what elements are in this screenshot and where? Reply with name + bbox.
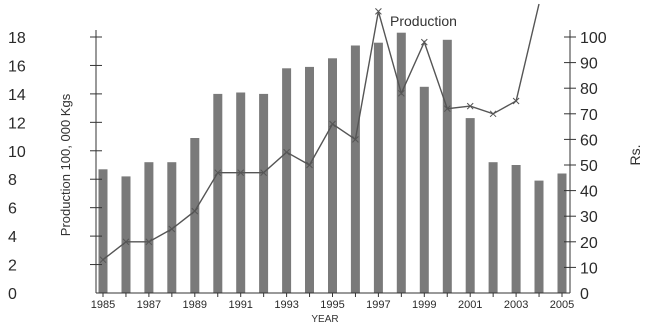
bar-1989	[190, 138, 200, 293]
y-tick-label-0: 0	[8, 286, 17, 303]
y2-tick-label-50: 50	[580, 158, 598, 175]
line-point-1996	[352, 136, 359, 143]
x-tick-label-2005: 2005	[550, 299, 574, 311]
bar-2003	[511, 165, 521, 293]
bar-1999	[419, 86, 429, 293]
y-tick-label-18: 18	[8, 30, 26, 47]
bar-2005	[557, 173, 567, 293]
bar-1988	[167, 162, 177, 293]
y-tick-label-2: 2	[8, 258, 17, 275]
x-axis-title: YEAR	[311, 314, 338, 325]
line-point-1994	[306, 161, 313, 169]
bar-group	[98, 32, 567, 294]
bar-2002	[488, 162, 498, 293]
bar-1985	[98, 169, 108, 293]
axes	[90, 30, 576, 297]
y-tick-label-14: 14	[8, 87, 26, 104]
line-point-1999	[420, 38, 428, 46]
y-axis-title: Production 100, 000 Kgs	[58, 93, 73, 236]
line-layer	[99, 3, 540, 264]
x-tick-label-1985: 1985	[91, 299, 115, 311]
bar-1993	[282, 68, 292, 293]
line-point-1995	[329, 120, 336, 128]
x-tick-label-1991: 1991	[228, 299, 252, 311]
tick-labels: 0 2 4 6 8 10 12 14 16 18 0 10 20 30 40 50 60 70 80 90 100 198…	[8, 30, 607, 311]
production-line	[102, 3, 540, 261]
x-tick-label-1999: 1999	[412, 299, 436, 311]
y2-axis-title: Rs.	[627, 145, 643, 166]
bar-2001	[465, 118, 475, 293]
bar-1992	[259, 93, 269, 294]
y2-tick-label-100: 100	[580, 30, 607, 47]
line-point-2001	[466, 102, 474, 110]
y-tick-label-10: 10	[8, 144, 26, 161]
line-point-1993	[283, 148, 290, 156]
bar-1995	[328, 58, 337, 293]
line-point-2002	[489, 110, 497, 118]
x-tick-label-1993: 1993	[274, 299, 298, 311]
line-point-1986	[122, 238, 130, 246]
line-point-1985	[99, 256, 107, 264]
y2-tick-label-70: 70	[580, 107, 598, 124]
y-tick-label-4: 4	[8, 229, 17, 246]
y2-tick-label-0: 0	[580, 286, 589, 303]
y-tick-label-12: 12	[8, 115, 26, 132]
x-tick-label-1989: 1989	[183, 299, 207, 311]
line-point-1992	[260, 169, 267, 177]
bar-2000	[442, 39, 452, 293]
line-point-2000	[443, 105, 451, 113]
production-annotation: Production	[390, 13, 457, 29]
y-tick-label-16: 16	[8, 58, 26, 75]
x-tick-label-2001: 2001	[458, 299, 482, 311]
y2-tick-label-20: 20	[580, 235, 598, 252]
bar-1997	[373, 42, 383, 294]
bar-1987	[144, 162, 154, 293]
bar-1996	[350, 45, 360, 293]
y2-tick-label-90: 90	[580, 56, 598, 73]
line-point-1989	[191, 207, 199, 215]
y2-tick-label-10: 10	[580, 260, 598, 277]
x-tick-label-1997: 1997	[366, 299, 390, 311]
bar-1994	[305, 66, 314, 294]
line-point-1998	[397, 89, 405, 97]
bar-2004	[534, 180, 544, 293]
bar-1990	[213, 93, 223, 294]
x-tick-label-1995: 1995	[320, 299, 344, 311]
y2-tick-label-80: 80	[580, 81, 598, 98]
x-tick-label-1987: 1987	[137, 299, 161, 311]
line-point-1990	[214, 169, 222, 177]
bar-1998	[396, 32, 406, 293]
line-point-1991	[237, 169, 245, 177]
bar-1986	[121, 176, 131, 293]
line-point-1997	[375, 8, 382, 15]
line-point-1987	[145, 238, 153, 246]
y-tick-label-6: 6	[8, 201, 17, 218]
y-tick-label-8: 8	[8, 172, 17, 189]
line-point-1988	[168, 225, 176, 233]
line-point-2003	[512, 97, 520, 105]
x-tick-label-2003: 2003	[504, 299, 528, 311]
y2-tick-label-40: 40	[580, 184, 598, 201]
y2-tick-label-30: 30	[580, 209, 598, 226]
bar-1991	[236, 92, 246, 293]
y2-tick-label-60: 60	[580, 132, 598, 149]
